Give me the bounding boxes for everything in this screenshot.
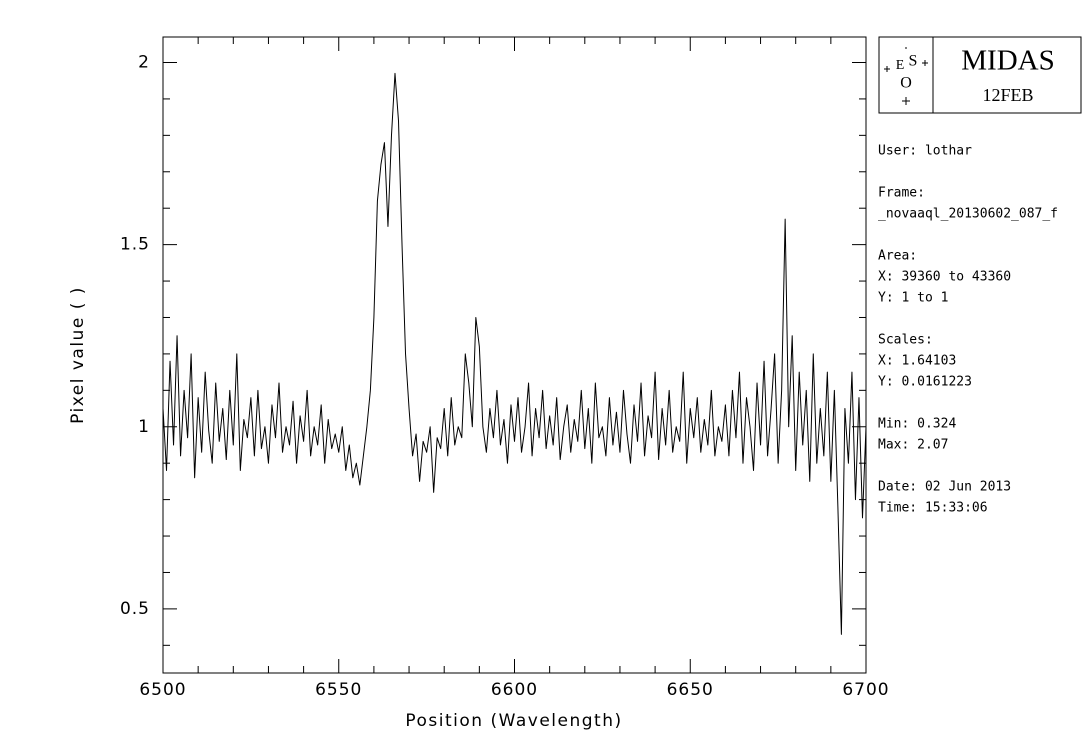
x-tick-label: 6550 (315, 680, 362, 700)
info-line: Max: 2.07 (878, 438, 948, 453)
info-line: Area: (878, 249, 917, 264)
logo-stars (884, 47, 928, 105)
info-line: Scales: (878, 333, 933, 348)
x-axis-title: Position (Wavelength) (405, 711, 622, 731)
x-tick-label: 6600 (491, 680, 538, 700)
info-line: Min: 0.324 (878, 417, 956, 432)
info-line: Y: 1 to 1 (878, 291, 948, 306)
info-line: X: 39360 to 43360 (878, 270, 1011, 285)
info-line: Frame: (878, 186, 925, 201)
logo-letter: E (896, 58, 905, 73)
info-line: Date: 02 Jun 2013 (878, 480, 1011, 495)
info-line: Y: 0.0161223 (878, 375, 972, 390)
logo-letter: S (909, 53, 918, 70)
x-tick-label: 6700 (842, 680, 889, 700)
y-tick-label: 0.5 (120, 599, 150, 619)
info-line: User: lothar (878, 144, 972, 159)
info-line: _novaaql_20130602_087_f (878, 207, 1058, 222)
logo-box (878, 36, 1082, 114)
logo: MIDAS 12FEB E S O (878, 36, 1082, 114)
logo-version: 12FEB (982, 85, 1033, 105)
info-line: X: 1.64103 (878, 354, 956, 369)
y-tick-label: 1 (138, 417, 150, 437)
x-tick-label: 6650 (667, 680, 714, 700)
info-line: Time: 15:33:06 (878, 501, 988, 516)
y-tick-label: 2 (138, 52, 150, 72)
x-tick-label: 6500 (139, 680, 186, 700)
spectrum-line (162, 72, 867, 635)
logo-letter: O (900, 75, 912, 92)
plot-frame (162, 36, 867, 674)
logo-title: MIDAS (961, 45, 1054, 77)
y-axis-title: Pixel value ( ) (68, 286, 88, 424)
y-tick-label: 1.5 (120, 235, 150, 255)
